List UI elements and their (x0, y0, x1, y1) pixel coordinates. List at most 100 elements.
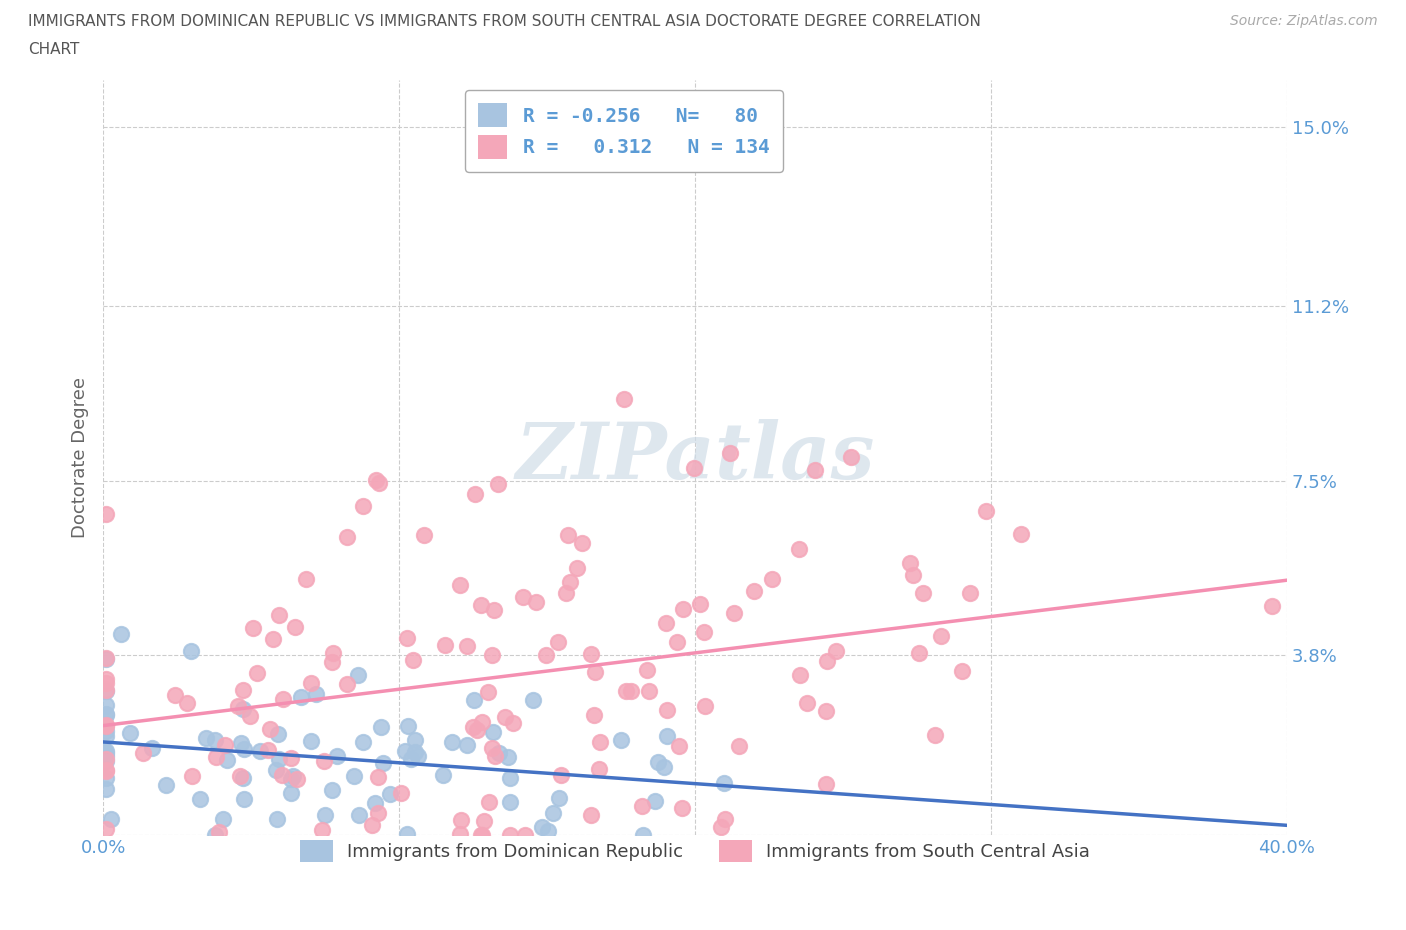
Point (335, 677, 357, 692)
Point (378, 787, 401, 802)
Point (924, 727, 946, 742)
Point (903, 567, 925, 582)
Point (471, 827, 494, 842)
Point (373, 756, 395, 771)
Point (804, 462, 827, 477)
Point (214, 737, 236, 752)
Point (588, 761, 610, 776)
Point (463, 692, 485, 707)
Point (257, 742, 280, 757)
Point (433, 638, 456, 653)
Point (94, 717, 117, 732)
Point (94, 683, 117, 698)
Point (470, 827, 492, 842)
Point (188, 792, 211, 807)
Point (267, 607, 290, 622)
Point (326, 749, 349, 764)
Point (280, 786, 302, 801)
Point (499, 794, 522, 809)
Point (242, 621, 264, 636)
Point (212, 812, 235, 827)
Point (682, 461, 704, 476)
Point (761, 572, 783, 587)
Point (284, 619, 307, 634)
Point (180, 644, 202, 658)
Point (94, 745, 117, 760)
Point (814, 703, 837, 718)
Point (976, 504, 998, 519)
Point (249, 744, 271, 759)
Point (644, 793, 666, 808)
Point (512, 589, 534, 604)
Point (1261, 599, 1284, 614)
Point (94, 821, 117, 836)
Point (267, 726, 290, 741)
Point (367, 806, 389, 821)
Point (582, 708, 605, 723)
Point (269, 751, 291, 766)
Point (441, 735, 464, 750)
Point (367, 769, 389, 784)
Point (911, 586, 934, 601)
Point (389, 785, 412, 800)
Point (305, 686, 328, 701)
Point (94, 651, 117, 666)
Point (620, 683, 643, 698)
Point (522, 692, 544, 707)
Point (299, 734, 322, 749)
Point (543, 806, 565, 821)
Point (472, 814, 495, 829)
Point (94, 753, 117, 768)
Point (638, 684, 661, 698)
Point (398, 719, 420, 734)
Point (94, 763, 117, 777)
Point (461, 720, 484, 735)
Point (413, 527, 436, 542)
Point (336, 529, 359, 544)
Point (364, 795, 387, 810)
Point (343, 768, 366, 783)
Point (370, 720, 392, 735)
Point (470, 597, 492, 612)
Point (94, 718, 117, 733)
Point (815, 654, 838, 669)
Point (449, 827, 471, 842)
Point (693, 625, 716, 640)
Point (366, 472, 388, 487)
Point (232, 682, 254, 697)
Point (789, 668, 811, 683)
Point (815, 777, 838, 792)
Point (671, 800, 693, 815)
Point (94, 781, 117, 796)
Point (614, 684, 637, 698)
Point (524, 595, 547, 610)
Point (613, 392, 636, 406)
Point (321, 655, 343, 670)
Point (668, 738, 690, 753)
Point (94, 698, 117, 712)
Point (456, 737, 478, 752)
Point (1010, 526, 1032, 541)
Point (672, 601, 695, 616)
Point (571, 536, 593, 551)
Point (314, 807, 336, 822)
Point (636, 662, 658, 677)
Point (579, 646, 602, 661)
Point (488, 746, 510, 761)
Point (723, 605, 745, 620)
Point (796, 696, 818, 711)
Point (718, 445, 741, 460)
Point (322, 646, 344, 661)
Text: Source: ZipAtlas.com: Source: ZipAtlas.com (1230, 14, 1378, 28)
Point (456, 639, 478, 654)
Point (484, 603, 506, 618)
Point (394, 744, 416, 759)
Point (131, 746, 153, 761)
Point (633, 827, 655, 842)
Point (693, 698, 716, 713)
Point (217, 752, 239, 767)
Point (195, 730, 218, 745)
Point (959, 586, 981, 601)
Point (478, 794, 501, 809)
Point (464, 486, 486, 501)
